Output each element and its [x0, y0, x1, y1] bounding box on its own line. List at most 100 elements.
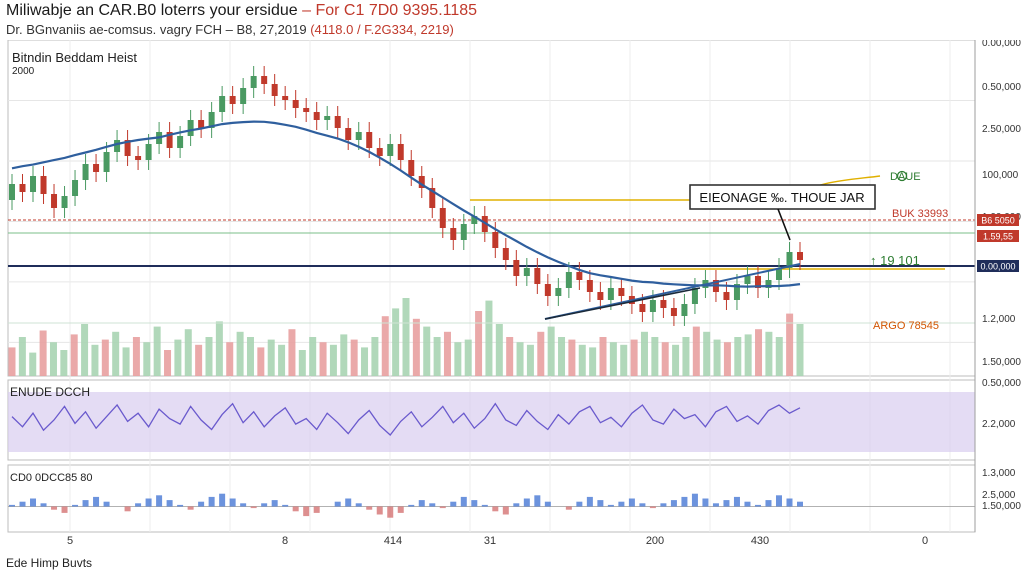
macd-bar — [93, 496, 100, 507]
candle-body — [82, 164, 89, 180]
volume-bar — [661, 342, 669, 376]
macd-bar — [775, 495, 782, 507]
candle-body — [607, 288, 614, 300]
candle-body — [450, 228, 457, 240]
volume-bar — [81, 324, 89, 376]
chart-subtitle: Dr. BGnvaniis ae-comsus. vagry FCH – B8,… — [6, 22, 454, 37]
volume-bar — [547, 326, 555, 376]
macd-bar — [166, 500, 173, 507]
x-axis-label: 0 — [922, 535, 928, 547]
candle-body — [502, 248, 509, 260]
volume-bar — [475, 311, 483, 376]
volume-bar — [8, 347, 16, 376]
volume-bar — [775, 337, 783, 376]
right-axis-label: 2.50,000 — [982, 124, 1021, 135]
price-chart[interactable]: 0.00,0000.50,0002.50,000100,0001.00,0001… — [0, 40, 1024, 556]
indicator-line — [11, 402, 801, 436]
candle-body — [513, 260, 520, 276]
macd-bar — [607, 504, 614, 507]
volume-bar — [246, 337, 254, 376]
right-axis-label: 0.50,000 — [982, 82, 1021, 93]
candle-body — [544, 284, 551, 296]
volume-bar — [495, 324, 503, 376]
macd-pane-title: CD0 0DCC85 80 — [10, 472, 93, 484]
candle-body — [250, 76, 257, 88]
candle-body — [418, 176, 425, 188]
candle-body — [649, 300, 656, 312]
volume-bar — [143, 342, 151, 376]
candle-body — [9, 184, 15, 200]
macd-bar — [219, 493, 226, 507]
volume-bar — [18, 337, 26, 376]
volume-bar — [454, 342, 462, 376]
macd-bar — [649, 506, 656, 509]
price-badge — [977, 214, 1019, 226]
volume-bar — [361, 347, 369, 376]
volume-bar — [309, 337, 317, 376]
candle-body — [733, 284, 740, 300]
macd-bar — [712, 503, 719, 507]
candle-body — [639, 304, 646, 312]
candle-body — [797, 252, 803, 260]
volume-bar — [713, 339, 721, 376]
volume-bar — [672, 344, 680, 376]
volume-bar — [392, 308, 400, 376]
callout-pointer — [777, 208, 791, 241]
candle-body — [124, 140, 131, 156]
chart-title: Miliwabje an CAR.B0 loterrs your ersidue… — [6, 2, 477, 20]
volume-bar — [39, 330, 47, 376]
candle-body — [387, 144, 394, 156]
price-badge — [977, 260, 1019, 272]
volume-bar — [765, 331, 773, 376]
volume-bar — [485, 300, 493, 376]
volume-bar — [319, 342, 327, 376]
volume-bar — [195, 344, 203, 376]
candle-body — [93, 164, 100, 172]
macd-bar — [156, 495, 163, 507]
callout-box: EIEONAGE ‰. THOUE JAR — [689, 184, 876, 241]
candle-body — [334, 116, 341, 128]
trend-line-dark — [544, 287, 701, 320]
macd-bar — [502, 506, 509, 515]
macd-bar — [628, 498, 635, 507]
volume-bar — [29, 352, 37, 376]
macd-pane-border — [7, 464, 976, 533]
volume-bar — [112, 331, 120, 376]
macd-bar — [198, 501, 205, 507]
macd-bar — [303, 506, 310, 517]
volume-bar — [651, 337, 659, 376]
macd-bar — [229, 498, 236, 507]
macd-bar — [797, 501, 803, 507]
macd-axis-label: 1.3,000 — [982, 468, 1016, 479]
volume-bar — [205, 337, 213, 376]
candle-body — [72, 180, 79, 196]
right-axis-label: 1.50,000 — [982, 357, 1021, 368]
candle-body — [261, 76, 268, 84]
volume-bar — [288, 329, 296, 376]
candle-body — [61, 196, 68, 208]
volume-bar — [537, 331, 545, 376]
candle-body — [198, 120, 205, 128]
chart-subtitle-main: Dr. BGnvaniis ae-comsus. vagry FCH – B8,… — [6, 22, 307, 37]
volume-bar — [91, 344, 99, 376]
chart-title-main: Miliwabje an CAR.B0 loterrs your ersidue — [6, 2, 298, 19]
volume-bar — [371, 337, 379, 376]
candle-body — [366, 132, 373, 148]
macd-bar — [544, 501, 551, 507]
candle-body — [691, 288, 698, 304]
candle-body — [271, 84, 278, 96]
indicator-pane — [8, 392, 975, 452]
candle-body — [618, 288, 625, 296]
volume-bar — [60, 350, 68, 376]
volume-bar — [412, 318, 420, 376]
macd-bar — [82, 500, 89, 507]
candle-body — [355, 132, 362, 140]
macd-bar — [523, 498, 530, 507]
candle-body — [429, 188, 436, 208]
macd-bar — [19, 501, 26, 507]
candle-body — [408, 160, 415, 176]
indicator-pane-title: ENUDE DCCH — [10, 385, 91, 399]
x-axis-label: 5 — [67, 535, 73, 547]
candle-body — [40, 176, 47, 194]
volume-bar — [122, 347, 130, 376]
